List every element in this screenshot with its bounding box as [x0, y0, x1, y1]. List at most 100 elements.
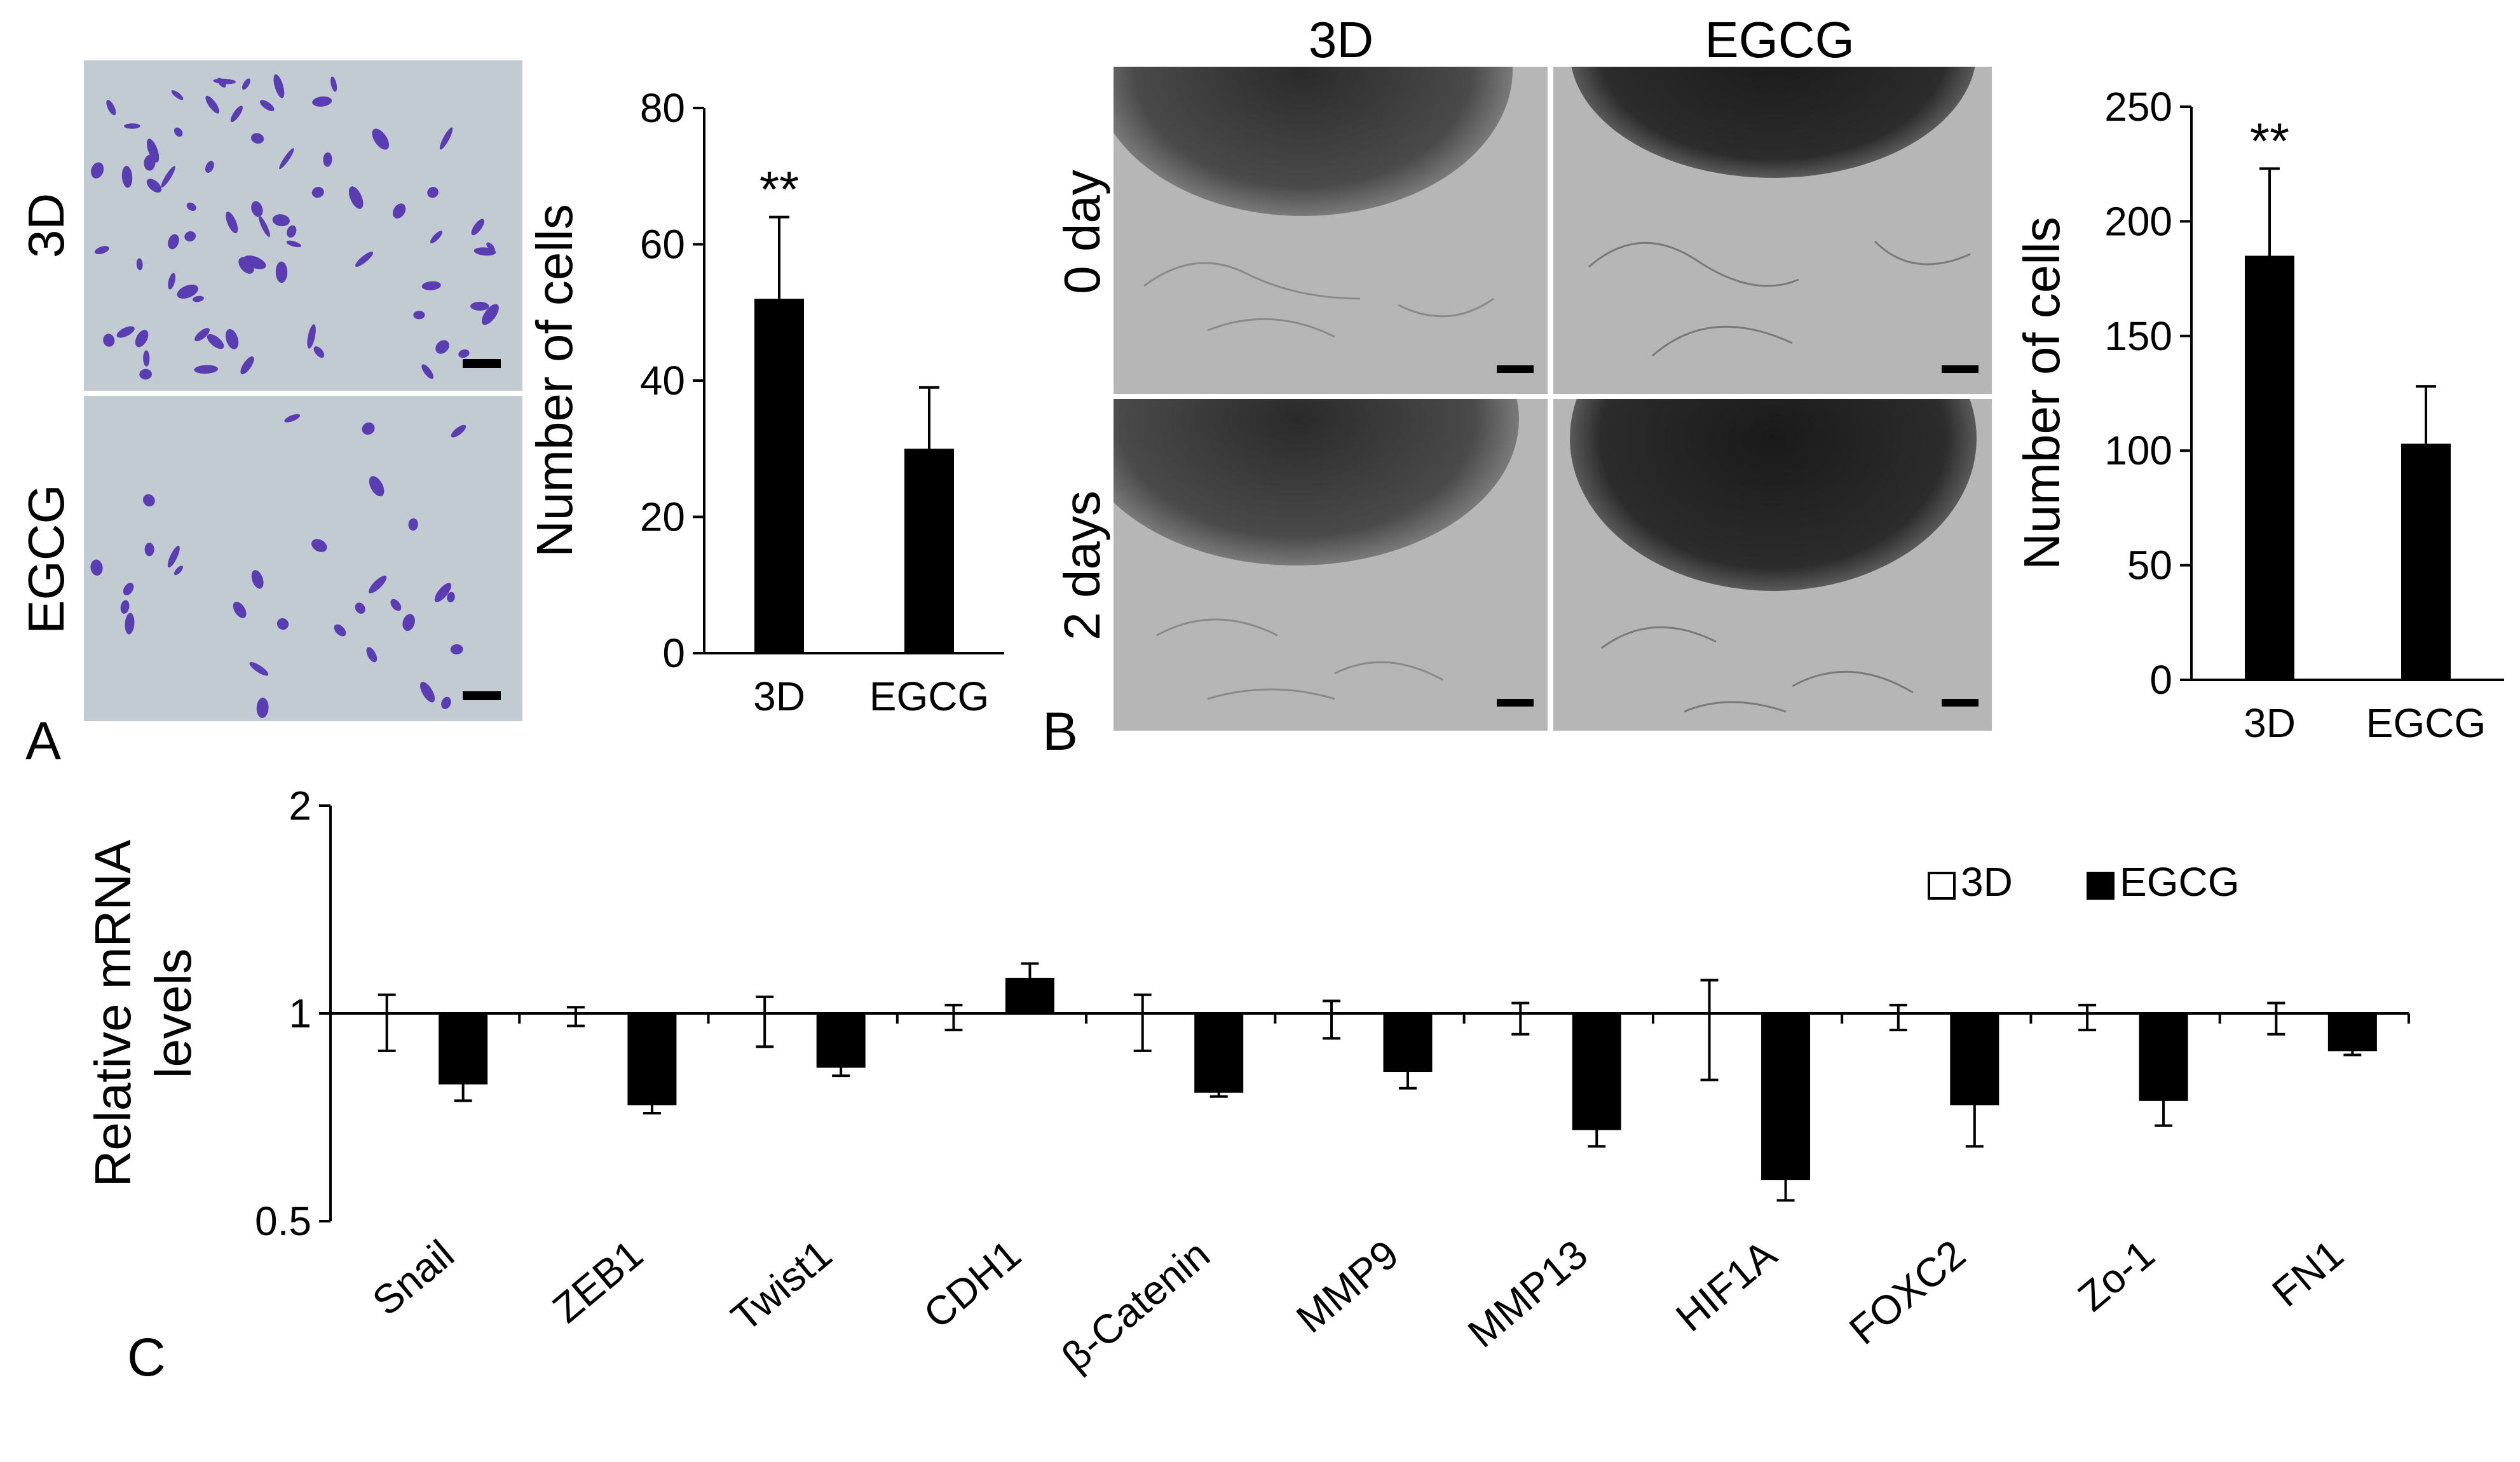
x-tick-label: 3D: [753, 673, 805, 719]
stained-cell: [192, 295, 204, 302]
stained-cell: [95, 246, 109, 255]
y-tick-label: 20: [640, 494, 685, 540]
stained-cell: [171, 90, 184, 100]
stained-cell: [279, 148, 294, 170]
stained-cell: [392, 203, 406, 219]
panel-letter-a: A: [25, 711, 61, 771]
x-tick-label: MMP9: [1288, 1231, 1407, 1342]
stained-cell: [259, 216, 270, 238]
x-tick-label: β-Catenin: [1053, 1231, 1218, 1380]
stained-cell: [272, 214, 290, 227]
stained-cell: [251, 201, 263, 217]
stained-cell: [284, 414, 301, 423]
stained-cell: [146, 179, 162, 193]
stained-cell: [413, 311, 425, 320]
stained-cell: [147, 139, 160, 163]
stained-cell: [174, 127, 183, 137]
stained-cell: [275, 261, 288, 283]
panelB-row-label-day2: 2 days: [1054, 491, 1110, 640]
stained-cell: [439, 127, 453, 150]
x-tick-label: MMP13: [1459, 1231, 1596, 1357]
y-tick-label: 150: [2104, 313, 2172, 359]
stained-cell: [355, 602, 365, 614]
panelA-image-egcg: [84, 396, 522, 721]
stained-cell: [121, 166, 133, 188]
stained-cell: [330, 76, 337, 92]
scale-bar: [1942, 699, 1979, 707]
stained-cell: [225, 328, 239, 349]
bar: [2245, 255, 2294, 680]
bar: [2139, 1013, 2188, 1101]
stained-cell: [242, 78, 250, 90]
panel-letter-c: C: [127, 1327, 166, 1387]
x-tick-label: 3D: [2244, 700, 2296, 746]
x-tick-label: FN1: [2263, 1231, 2352, 1316]
stained-cell: [205, 161, 214, 173]
legend-label: 3D: [1961, 859, 2013, 905]
significance-marker: **: [759, 161, 799, 218]
panel-letter-b: B: [1042, 701, 1078, 761]
legend-swatch: [1928, 872, 1956, 900]
y-axis-label: Number of cells: [526, 204, 583, 557]
stained-cell: [312, 96, 332, 107]
stained-cell: [286, 240, 301, 248]
stained-cell: [334, 624, 346, 637]
stained-cell: [186, 202, 196, 211]
scale-bar: [1497, 365, 1534, 373]
stained-cell: [287, 225, 297, 238]
stained-cell: [276, 618, 289, 630]
stained-cell: [230, 105, 243, 123]
stained-cell: [233, 601, 247, 618]
stained-cell: [307, 324, 316, 349]
panelA-images: 3D EGCG: [18, 60, 522, 721]
stained-cell: [144, 543, 154, 557]
scale-bar: [1942, 365, 1979, 373]
stained-cell: [471, 219, 484, 236]
stained-cell: [421, 281, 441, 290]
stained-cell: [205, 95, 220, 114]
panelC-bar-chart: 0.5 1 2 Snail ZEB1 Twist1 CDH1 β-Catenin MMP9 MMP…: [85, 783, 2410, 1380]
bar: [904, 449, 954, 653]
spheroid: [1114, 399, 1519, 700]
stained-cell: [91, 162, 104, 179]
bar: [1383, 1013, 1433, 1073]
bar: [816, 1013, 866, 1068]
y-tick-label: 50: [2127, 543, 2172, 588]
stained-cell: [194, 328, 210, 342]
panelA-row-label-3d: 3D: [18, 193, 74, 258]
stained-cell: [458, 349, 470, 358]
stained-cell: [243, 255, 266, 269]
stained-cell: [372, 128, 390, 150]
stained-cell: [250, 133, 264, 144]
stained-cell: [427, 187, 439, 198]
stained-cell: [106, 100, 116, 116]
stained-cell: [120, 600, 130, 614]
x-tick-label: Zo-1: [2069, 1231, 2163, 1320]
x-tick-label: ZEB1: [544, 1231, 651, 1332]
y-axis-label: levels: [145, 949, 201, 1079]
y-tick-label: 80: [640, 85, 685, 131]
panelB-row-label-day0: 0 day: [1054, 170, 1110, 294]
stained-cell: [139, 369, 152, 380]
legend-label: EGCG: [2120, 859, 2239, 905]
stained-cell: [90, 559, 103, 576]
stained-cell: [481, 304, 499, 325]
stained-cell: [348, 186, 364, 209]
y-tick-label: 200: [2104, 198, 2172, 244]
bar: [1761, 1013, 1811, 1181]
y-tick-label: 100: [2104, 428, 2172, 473]
bar: [754, 299, 804, 653]
bar: [1950, 1013, 1999, 1106]
stained-cell: [207, 334, 224, 349]
stained-cell: [135, 330, 149, 348]
stained-cell: [217, 78, 226, 88]
stained-cell: [103, 334, 115, 347]
x-tick-label: CDH1: [915, 1231, 1030, 1337]
bar: [2327, 1013, 2377, 1052]
stained-cell: [419, 682, 435, 703]
stained-cell: [323, 152, 332, 167]
stained-cell: [390, 599, 402, 611]
stained-cell: [259, 100, 275, 111]
stained-cell: [174, 565, 183, 576]
